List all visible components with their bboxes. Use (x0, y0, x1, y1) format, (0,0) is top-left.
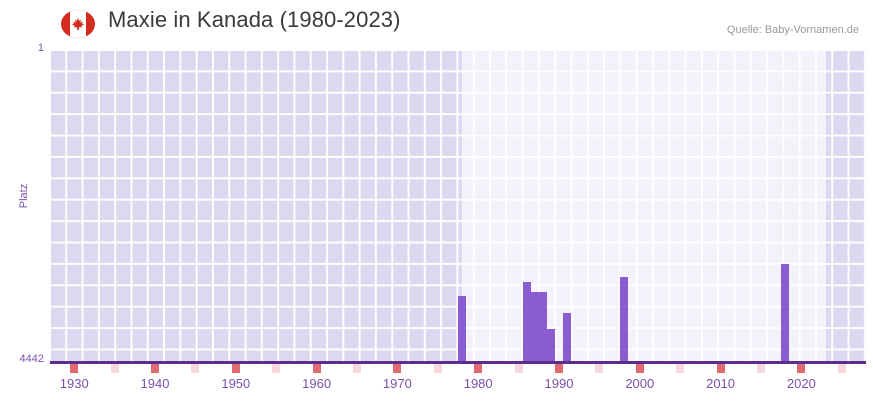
x-tick-marker-1950 (231, 364, 240, 373)
x-tick-marker-2010 (716, 364, 725, 373)
x-axis-tick-markers (50, 364, 866, 373)
page-title: Maxie in Kanada (1980-2023) (108, 7, 401, 32)
bar-series (50, 50, 866, 361)
x-tick-label-2020: 2020 (786, 376, 816, 391)
x-tick-label-1930: 1930 (59, 376, 89, 391)
x-tick-marker-2000 (635, 364, 644, 373)
chart-header: Maxie in Kanada (1980-2023) Quelle: Baby… (0, 0, 873, 48)
x-tick-marker-1965 (353, 364, 361, 373)
source-attribution: Quelle: Baby-Vornamen.de (726, 24, 859, 36)
x-tick-marker-1930 (70, 364, 79, 373)
bar-1988[interactable] (538, 292, 547, 361)
y-axis-label: Platz (18, 183, 30, 209)
x-tick-marker-1960 (312, 364, 321, 373)
y-axis-tick-top: 1 (37, 42, 44, 54)
x-tick-marker-1945 (191, 364, 200, 373)
x-axis-tick-labels: 1930 1940 1950 1960 1970 1980 1990 2000 2010 2020 (0, 376, 873, 396)
x-tick-marker-1980 (474, 364, 483, 373)
x-tick-marker-1985 (514, 364, 523, 373)
x-tick-marker-1970 (393, 364, 402, 373)
maple-leaf-icon (71, 17, 85, 31)
x-tick-label-1960: 1960 (302, 376, 332, 391)
bar-1978[interactable] (458, 296, 467, 361)
x-tick-label-1990: 1990 (544, 376, 574, 391)
bar-1991[interactable] (563, 313, 572, 361)
x-tick-marker-1995 (595, 364, 604, 373)
plot-grid (50, 50, 866, 361)
x-tick-label-1950: 1950 (221, 376, 251, 391)
x-tick-marker-2025 (837, 364, 846, 373)
x-tick-marker-1990 (554, 364, 563, 373)
bar-1998[interactable] (619, 276, 628, 361)
x-tick-marker-2020 (797, 364, 806, 373)
bar-1989[interactable] (546, 328, 555, 361)
x-tick-label-1940: 1940 (140, 376, 170, 391)
x-tick-marker-2015 (756, 364, 765, 373)
x-tick-label-1970: 1970 (382, 376, 412, 391)
x-tick-marker-1955 (272, 364, 281, 373)
y-axis-tick-bottom: 4442 (19, 353, 44, 365)
x-tick-marker-2005 (676, 364, 685, 373)
x-tick-marker-1935 (110, 364, 119, 373)
x-tick-marker-1975 (433, 364, 442, 373)
x-axis-line (50, 361, 866, 364)
x-tick-label-2010: 2010 (706, 376, 736, 391)
canada-flag-icon (61, 10, 95, 38)
x-tick-marker-1940 (151, 364, 160, 373)
bar-1987[interactable] (530, 292, 539, 361)
x-tick-label-2000: 2000 (625, 376, 655, 391)
bar-2018[interactable] (781, 264, 790, 361)
bar-1986[interactable] (522, 282, 531, 361)
x-tick-label-1980: 1980 (463, 376, 493, 391)
plot-area (50, 50, 866, 361)
